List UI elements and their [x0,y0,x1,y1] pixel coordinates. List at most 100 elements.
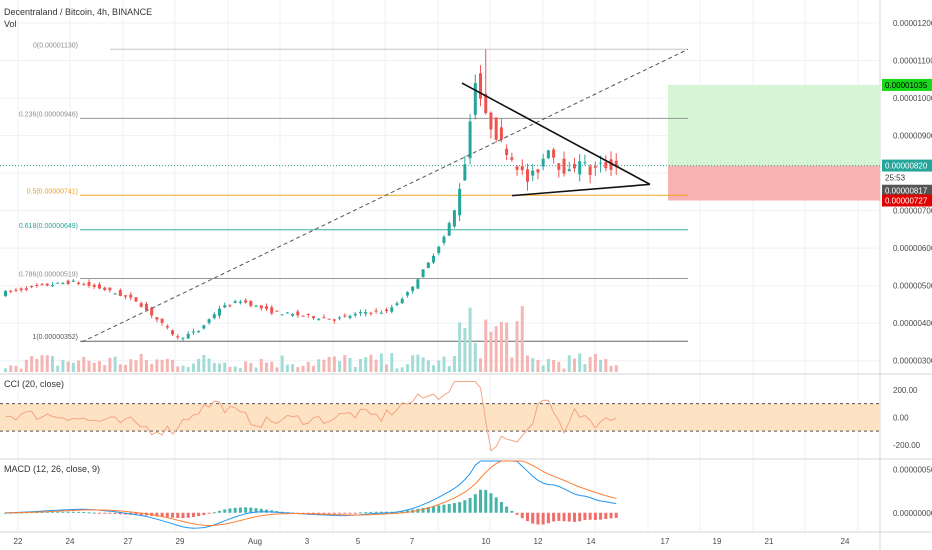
candle-body [552,149,556,158]
candle-body [296,311,300,316]
price-badges: 0.000010350.0000082025:530.000008170.000… [882,78,932,207]
volume-bar [374,359,378,372]
signal-line [5,460,617,527]
volume-bar [87,360,91,372]
candle-body [56,282,60,284]
macd-histogram-bar [499,502,503,513]
macd-histogram-bar [552,512,556,522]
volume-bar [421,357,425,372]
volume-bar [567,355,571,372]
candle-body [332,319,336,321]
volume-bar [432,365,436,372]
macd-histogram-bar [66,511,70,513]
macd-histogram-bar [468,497,472,513]
candle-body [9,290,13,292]
candle-body [191,331,195,333]
volume-bar [327,356,331,372]
macd-histogram-bar [233,507,237,513]
candle-body [97,284,101,289]
candle-body [510,157,514,160]
volume-bar [212,362,216,372]
volume-bar [66,361,70,372]
price-tick-label: 0.00001000 [893,94,932,103]
macd-pane [4,460,618,529]
volume-bar [311,365,315,372]
volume-bar [369,354,373,372]
macd-histogram-bar [536,512,540,525]
macd-histogram-bar [432,506,436,513]
candle-body [139,303,143,307]
volume-bar [426,360,430,372]
volume-bar [479,358,483,372]
volume-bar [338,361,342,372]
volume-bar [118,364,122,372]
macd-histogram-bar [437,505,441,513]
candle-body [458,188,462,216]
macd-histogram-bar [358,512,362,514]
candle-body [421,269,425,278]
macd-histogram-bar [546,512,550,524]
macd-histogram-bar [562,512,566,522]
volume-bar [223,362,227,372]
macd-histogram-bar [176,512,180,518]
candle-body [223,305,227,308]
candle-body [432,255,436,263]
candle-body [30,285,34,287]
volume-bar [484,319,488,372]
volume-bar [473,343,477,372]
candle-body [50,285,54,287]
macd-histogram-bar [61,511,65,513]
macd-histogram-bar [71,511,75,513]
macd-histogram-bar [541,512,545,525]
volume-bar [228,366,232,372]
price-tick-label: 0.00000600 [893,244,932,253]
candle-body [87,281,91,286]
volume-bar [442,356,446,372]
candle-body [536,169,540,173]
macd-tick-label: 0.00000000 [893,509,932,518]
candle-body [291,313,295,316]
fib-level-label: 0.786(0.00000519) [19,272,78,279]
volume-bar [191,363,195,372]
macd-title: MACD (12, 26, close, 9) [4,464,100,474]
candle-body [280,314,284,316]
time-tick-label: 24 [66,537,75,546]
candle-body [275,310,279,312]
fib-level-label: 0(0.00001130) [33,42,78,49]
candle-body [390,307,394,312]
candle-body [578,161,582,175]
macd-histogram-bar [369,511,373,513]
volume-bar [30,356,34,372]
volume-bar [139,353,143,372]
entry-badge-label: 0.00000820 [885,162,928,171]
volume-bar [614,365,618,372]
macd-histogram-bar [332,512,336,514]
candle-body [150,307,154,316]
candle-body [118,290,122,296]
candle-body [71,280,75,282]
volume-bar [50,355,54,372]
volume-bar [124,364,128,372]
candle-body [499,127,503,140]
stop-badge-label: 0.00000727 [885,197,928,206]
candle-body [358,312,362,314]
macd-histogram-bar [113,512,117,514]
volume-bar [405,364,409,372]
macd-histogram-bar [520,512,524,519]
volume-bar [348,358,352,372]
volume-bar [207,358,211,372]
candle-body [557,163,561,170]
volume-bar [296,367,300,372]
macd-histogram-bar [56,511,60,513]
entry-badge [882,159,932,172]
volume-bar [285,364,289,372]
candle-body [134,297,138,302]
price-tick-label: 0.00000500 [893,282,932,291]
macd-histogram-bar [338,512,342,514]
time-tick-label: 12 [534,537,543,546]
cci-line [5,381,617,452]
volume-bar [458,322,462,372]
candle-body [452,210,456,227]
